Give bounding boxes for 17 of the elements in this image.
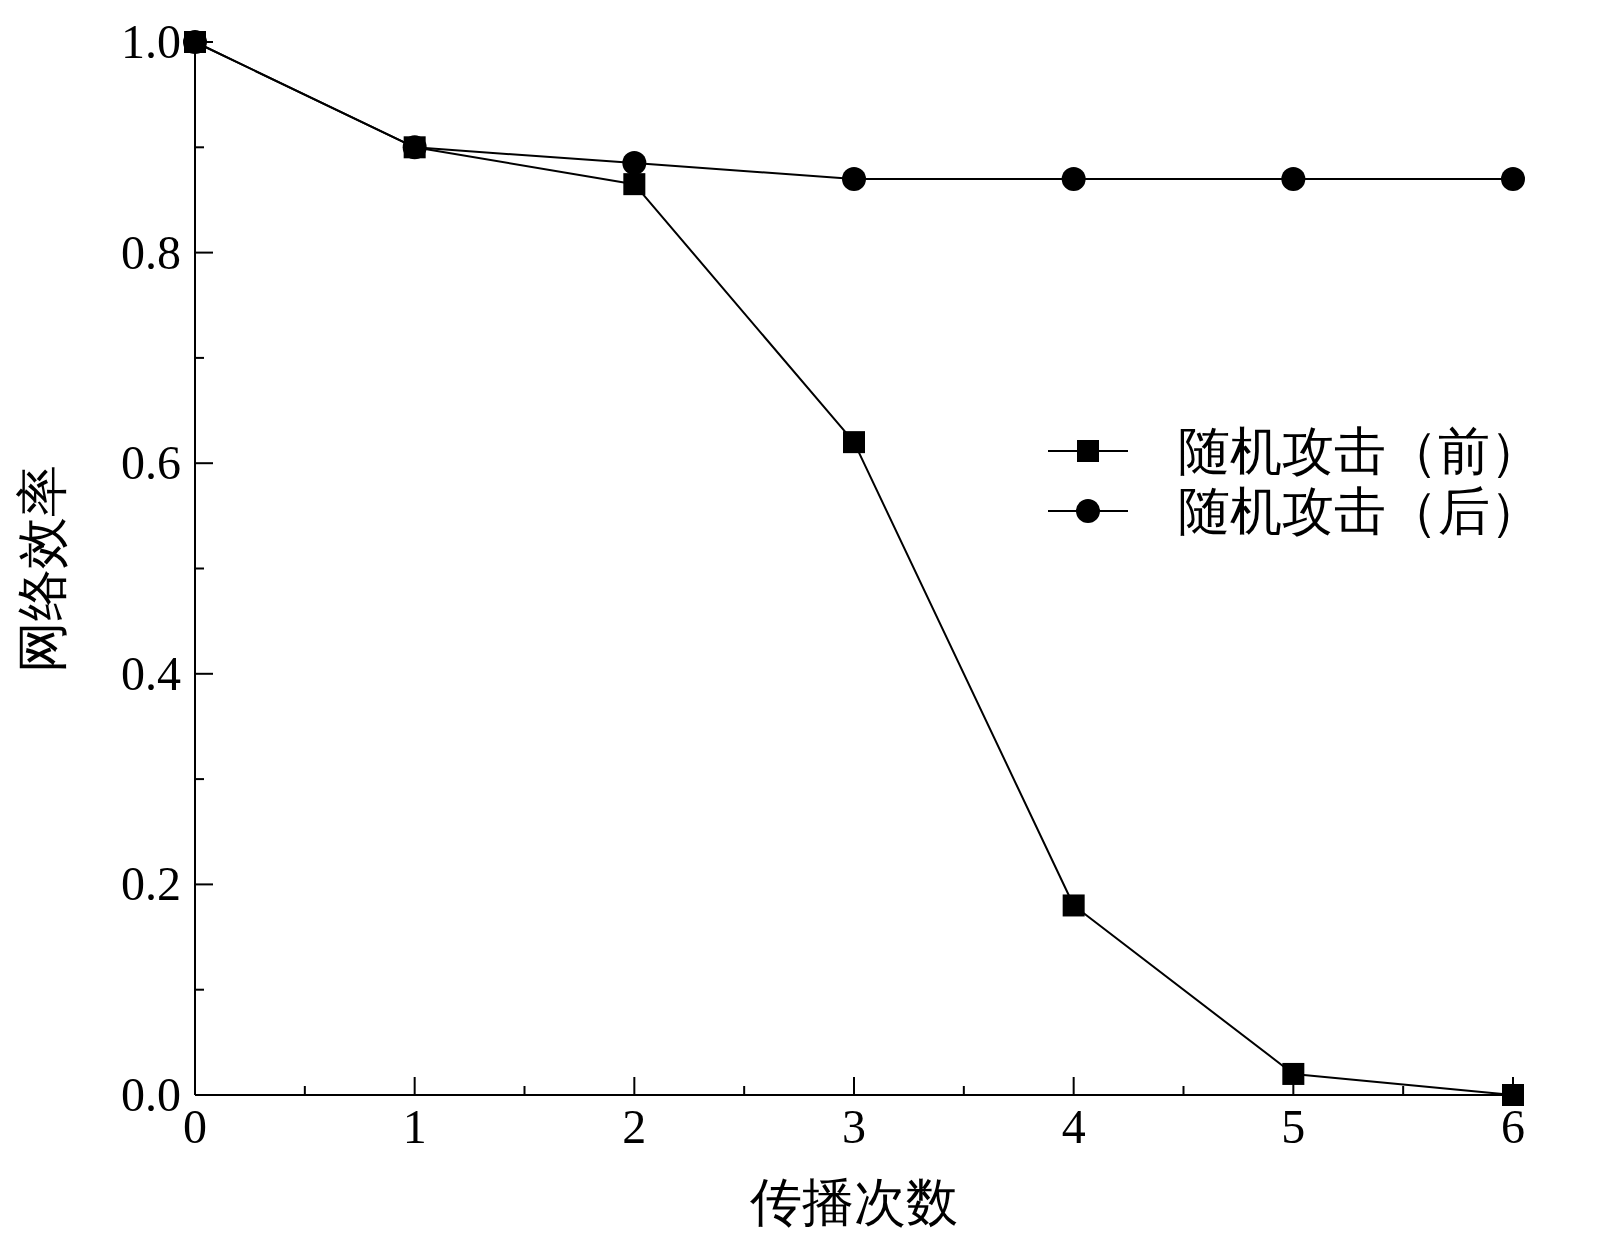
y-tick-label: 0.2 bbox=[121, 857, 181, 911]
x-tick-label: 0 bbox=[183, 1100, 207, 1153]
x-axis-title: 传播次数 bbox=[750, 1174, 958, 1231]
x-tick-label: 6 bbox=[1501, 1100, 1525, 1153]
y-tick-label: 0.8 bbox=[121, 225, 181, 279]
x-tick-label: 2 bbox=[622, 1100, 647, 1153]
x-tick-label: 1 bbox=[402, 1100, 427, 1153]
legend-label: 随机攻击（后） bbox=[1178, 483, 1542, 540]
legend-label: 随机攻击（前） bbox=[1178, 423, 1542, 480]
y-tick-label: 1.0 bbox=[121, 15, 181, 68]
y-tick-label: 0.4 bbox=[121, 646, 181, 700]
y-axis-title: 网络效率 bbox=[14, 464, 71, 673]
x-tick-label: 3 bbox=[842, 1100, 866, 1153]
x-tick-label: 5 bbox=[1281, 1100, 1306, 1153]
y-tick-label: 0.6 bbox=[121, 436, 181, 490]
y-tick-label: 0.0 bbox=[121, 1068, 181, 1121]
x-tick-label: 4 bbox=[1061, 1100, 1086, 1153]
